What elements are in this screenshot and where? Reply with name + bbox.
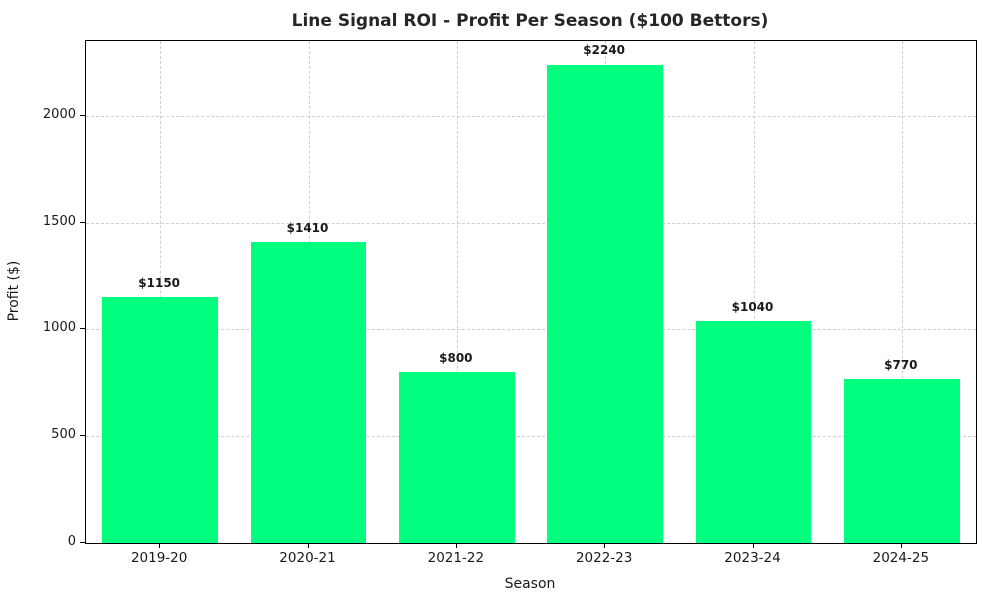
x-tick-mark [604,543,606,548]
x-axis-label: Season [504,576,556,592]
y-tick-mark [80,435,85,437]
y-tick-mark [80,542,85,543]
x-tick-mark [307,543,309,548]
y-tick-label: 2000 [42,106,76,122]
gridline-vertical [456,41,458,543]
x-tick-mark [752,543,754,548]
y-tick-mark [80,221,85,223]
gridline-vertical [901,41,903,543]
bar-value-label: $1150 [138,276,181,291]
x-tick-mark [900,543,902,548]
bar-2019-20 [102,297,218,543]
y-tick-mark [80,328,85,330]
bar-2023-24 [695,320,812,543]
x-tick-label: 2020-21 [279,550,336,566]
gridline-vertical [753,41,755,543]
bar-value-label: $800 [439,351,473,366]
x-tick-mark [159,543,161,548]
x-tick-label: 2019-20 [130,550,188,566]
gridline-horizontal [86,436,976,438]
bar-value-label: $2240 [583,43,626,58]
bar-2020-21 [250,241,367,543]
bar-value-label: $770 [884,357,918,372]
gridline-horizontal [86,222,976,224]
gridline-horizontal [86,115,976,117]
x-tick-mark [455,543,457,548]
plot-area [85,40,977,544]
bar-value-label: $1410 [286,220,329,235]
chart-title: Line Signal ROI - Profit Per Season ($10… [291,11,769,31]
y-tick-label: 1500 [42,213,76,229]
y-tick-label: 500 [51,427,76,443]
y-tick-label: 0 [67,534,76,549]
x-tick-label: 2022-23 [575,550,633,566]
bar-2024-25 [843,378,960,543]
x-tick-label: 2021-22 [427,550,485,566]
gridline-horizontal [86,329,976,331]
x-tick-label: 2023-24 [724,550,781,566]
y-tick-mark [80,114,85,116]
bar-value-label: $1040 [731,299,774,314]
bar-2022-23 [547,64,663,543]
y-tick-label: 1000 [42,320,76,336]
bar-2021-22 [398,372,515,543]
y-axis-label: Profit ($) [6,260,22,322]
gridline-vertical [160,41,162,543]
x-tick-label: 2024-25 [872,550,930,566]
